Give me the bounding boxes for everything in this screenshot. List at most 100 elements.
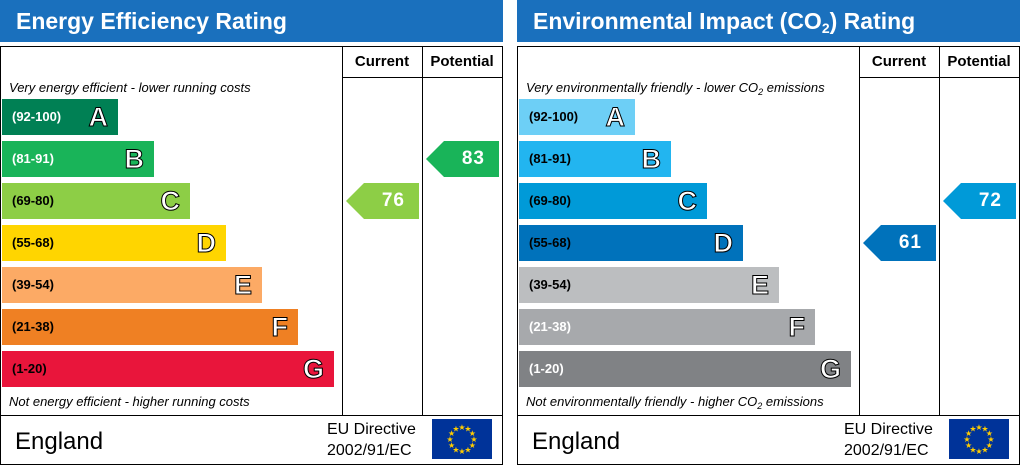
env-top-note: Very environmentally friendly - lower CO… (526, 80, 825, 97)
directive-line-1: EU Directive (844, 421, 933, 438)
potential-rating-arrow: 83 (426, 141, 499, 177)
band-range-label: (92-100) (529, 109, 579, 124)
eu-star-icon: ★ (986, 441, 993, 450)
band-range-label: (92-100) (12, 109, 62, 124)
band-letter-label: C (160, 186, 180, 217)
eu-star-icon: ★ (446, 435, 453, 444)
energy-eu-directive: EU Directive 2002/91/EC (327, 419, 416, 461)
rating-band-c: (69-80) C (519, 183, 707, 219)
directive-line-2: 2002/91/EC (844, 442, 929, 459)
directive-line-2: 2002/91/EC (327, 442, 412, 459)
eu-star-icon: ★ (470, 435, 477, 444)
band-letter-label: F (271, 312, 288, 343)
rating-band-d: (55-68) D (519, 225, 743, 261)
rating-band-f: (21-38) F (519, 309, 815, 345)
band-letter-label: E (750, 270, 769, 301)
energy-efficiency-panel: Energy Efficiency Rating Current Potenti… (0, 0, 503, 465)
eu-star-icon: ★ (969, 425, 976, 434)
current-rating-value: 76 (381, 190, 405, 211)
eu-star-icon: ★ (965, 429, 972, 438)
env-title-subscript: 2 (821, 20, 830, 36)
potential-rating-value: 83 (461, 148, 485, 169)
energy-chart-title: Energy Efficiency Rating (16, 8, 287, 34)
rating-band-a: (92-100) A (519, 99, 635, 135)
header-divider (859, 77, 1019, 78)
eu-star-icon: ★ (448, 441, 455, 450)
eu-star-icon: ★ (981, 425, 988, 434)
eu-star-icon: ★ (458, 423, 465, 432)
current-arrow-shape (863, 225, 936, 261)
eu-star-icon: ★ (452, 425, 459, 434)
env-chart-title: Environmental Impact (CO2) Rating (533, 0, 915, 42)
current-rating-arrow: 61 (863, 225, 936, 261)
band-letter-label: D (196, 228, 216, 259)
energy-country: England (15, 428, 104, 455)
current-rating-value: 61 (898, 232, 922, 253)
band-letter-label: C (677, 186, 697, 217)
environmental-impact-panel: Environmental Impact (CO2) Rating Curren… (517, 0, 1020, 465)
env-eu-directive: EU Directive 2002/91/EC (844, 419, 933, 461)
eu-flag-icon: ★ ★ ★ ★ ★ ★ ★ ★ ★ ★ ★ ★ (432, 419, 492, 459)
rating-band-d: (55-68) D (2, 225, 226, 261)
potential-rating-value: 72 (978, 190, 1002, 211)
band-range-label: (1-20) (529, 361, 564, 376)
env-top-note-part-1: Very environmentally friendly - lower CO (526, 80, 759, 95)
eu-star-icon: ★ (975, 423, 982, 432)
potential-column-divider (939, 47, 940, 415)
footer-divider (1, 415, 502, 416)
current-rating-arrow: 76 (346, 183, 419, 219)
current-column-header: Current (871, 53, 927, 70)
band-letter-label: G (302, 354, 324, 385)
energy-top-note: Very energy efficient - lower running co… (9, 80, 251, 95)
eu-star-icon: ★ (986, 429, 993, 438)
band-letter-label: F (788, 312, 805, 343)
eu-star-icon: ★ (969, 445, 976, 454)
band-letter-label: E (233, 270, 252, 301)
band-range-label: (39-54) (529, 277, 571, 292)
energy-chart-frame: Current Potential Very energy efficient … (0, 46, 503, 465)
current-column-divider (342, 47, 343, 415)
current-arrow-shape (346, 183, 419, 219)
potential-column-header: Potential (430, 53, 494, 70)
band-range-label: (1-20) (12, 361, 47, 376)
eu-star-icon: ★ (464, 425, 471, 434)
rating-band-g: (1-20) G (2, 351, 334, 387)
band-range-label: (69-80) (529, 193, 571, 208)
band-range-label: (21-38) (12, 319, 54, 334)
rating-band-f: (21-38) F (2, 309, 298, 345)
env-chart-frame: Current Potential Very environmentally f… (517, 46, 1020, 465)
eu-star-icon: ★ (965, 441, 972, 450)
rating-band-c: (69-80) C (2, 183, 190, 219)
env-title-part-2: ) Rating (829, 8, 916, 34)
energy-bottom-note: Not energy efficient - higher running co… (9, 394, 250, 409)
band-range-label: (55-68) (529, 235, 571, 250)
env-title-part-1: Environmental Impact (CO (533, 8, 822, 34)
env-title-bar: Environmental Impact (CO2) Rating (517, 0, 1020, 42)
eu-flag-icon: ★ ★ ★ ★ ★ ★ ★ ★ ★ ★ ★ ★ (949, 419, 1009, 459)
eu-star-icon: ★ (469, 429, 476, 438)
band-letter-label: B (124, 144, 144, 175)
rating-band-e: (39-54) E (519, 267, 779, 303)
directive-line-1: EU Directive (327, 421, 416, 438)
eu-star-icon: ★ (975, 447, 982, 456)
rating-band-g: (1-20) G (519, 351, 851, 387)
band-letter-label: A (605, 102, 625, 133)
header-divider (342, 77, 502, 78)
potential-column-divider (422, 47, 423, 415)
band-range-label: (55-68) (12, 235, 54, 250)
potential-arrow-shape (426, 141, 499, 177)
rating-band-b: (81-91) B (519, 141, 671, 177)
env-top-note-part-2: emissions (763, 80, 825, 95)
potential-rating-arrow: 72 (943, 183, 1016, 219)
band-letter-label: D (713, 228, 733, 259)
energy-title-bar: Energy Efficiency Rating (0, 0, 503, 42)
eu-star-icon: ★ (452, 445, 459, 454)
current-column-header: Current (354, 53, 410, 70)
band-letter-label: A (88, 102, 108, 133)
potential-arrow-shape (943, 183, 1016, 219)
rating-band-a: (92-100) A (2, 99, 118, 135)
footer-divider (518, 415, 1019, 416)
eu-star-icon: ★ (458, 447, 465, 456)
eu-star-icon: ★ (981, 445, 988, 454)
rating-band-e: (39-54) E (2, 267, 262, 303)
